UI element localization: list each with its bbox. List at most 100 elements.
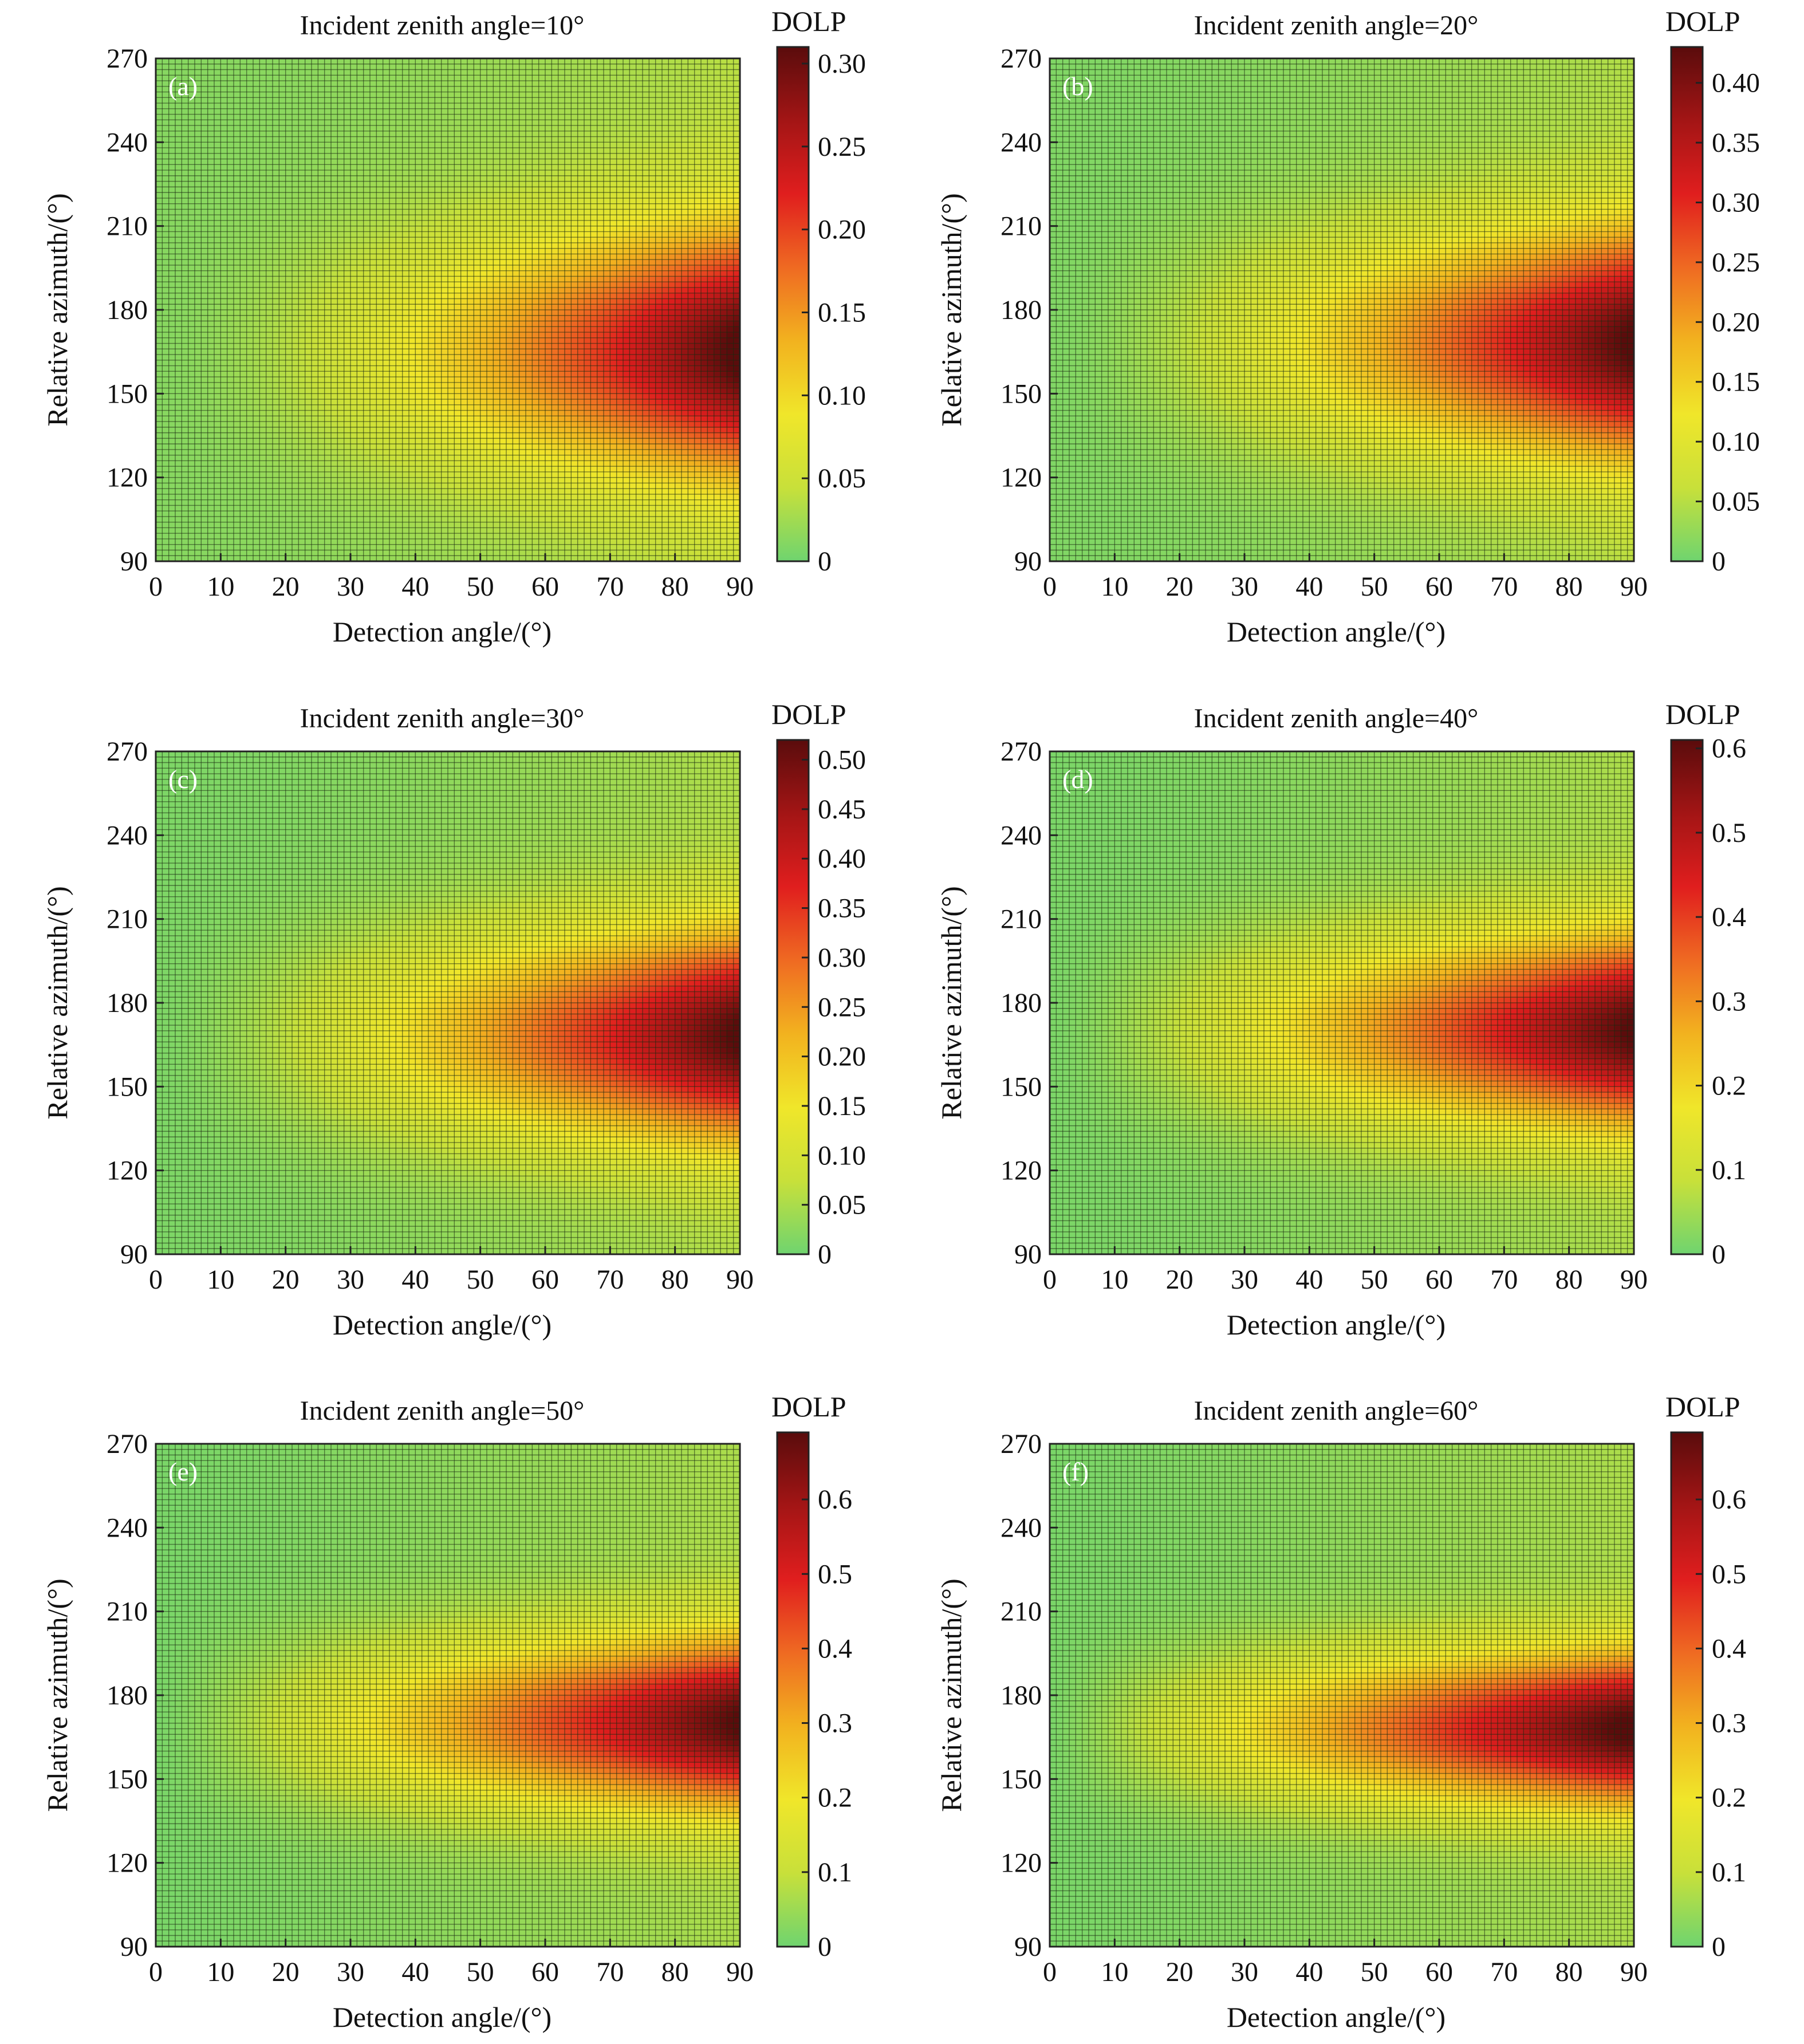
heatmap-cell <box>350 517 357 522</box>
heatmap-cell <box>279 527 286 533</box>
heatmap-cell <box>578 533 585 539</box>
heatmap-cell <box>364 460 371 466</box>
heatmap-cell <box>214 460 221 466</box>
heatmap-cell <box>253 517 260 522</box>
heatmap-cell <box>682 489 688 494</box>
heatmap-cell <box>467 511 474 517</box>
heatmap-cell <box>292 422 299 427</box>
heatmap-cell <box>292 433 299 439</box>
heatmap-cell <box>590 533 597 539</box>
heatmap-cell <box>532 478 539 483</box>
heatmap-cell <box>513 455 519 461</box>
heatmap-cell <box>662 438 669 444</box>
heatmap-cell <box>376 539 383 545</box>
heatmap-cell <box>208 411 215 416</box>
heatmap-cell <box>461 399 468 405</box>
heatmap-cell <box>604 433 610 439</box>
heatmap-cell <box>279 545 286 550</box>
heatmap-cell <box>526 545 533 550</box>
heatmap-cell <box>259 399 266 405</box>
heatmap-cell <box>208 511 215 517</box>
heatmap-cell <box>403 472 409 478</box>
heatmap-cell <box>519 438 526 444</box>
heatmap-cell <box>409 466 416 472</box>
heatmap-cell <box>156 489 163 494</box>
heatmap-cell <box>500 450 507 455</box>
heatmap-cell <box>156 393 163 399</box>
heatmap-cell <box>325 393 332 399</box>
heatmap-cell <box>480 450 487 455</box>
heatmap-cell <box>649 511 656 517</box>
heatmap-cell <box>442 511 448 517</box>
heatmap-cell <box>682 483 688 489</box>
heatmap-cell <box>220 416 227 422</box>
heatmap-cell <box>590 438 597 444</box>
heatmap-cell <box>442 489 448 494</box>
heatmap-cell <box>298 411 305 416</box>
heatmap-cell <box>629 438 636 444</box>
heatmap-cell <box>604 466 610 472</box>
heatmap-cell <box>240 483 247 489</box>
heatmap-cell <box>227 422 234 427</box>
heatmap-cell <box>707 472 714 478</box>
heatmap-cell <box>707 505 714 511</box>
heatmap-cell <box>292 494 299 500</box>
heatmap-cell <box>720 438 727 444</box>
heatmap-cell <box>675 405 682 411</box>
heatmap-cell <box>279 393 286 399</box>
heatmap-cell <box>454 393 461 399</box>
heatmap-cell <box>195 438 202 444</box>
heatmap-cell <box>298 550 305 556</box>
heatmap-cell <box>461 533 468 539</box>
heatmap-cell <box>617 505 624 511</box>
heatmap-cell <box>312 545 318 550</box>
heatmap-cell <box>480 438 487 444</box>
heatmap-cell <box>474 505 480 511</box>
heatmap-cell <box>714 500 721 506</box>
heatmap-cell <box>337 422 344 427</box>
heatmap-cell <box>389 422 396 427</box>
heatmap-cell <box>266 483 273 489</box>
heatmap-cell <box>662 427 669 433</box>
heatmap-cell <box>480 522 487 528</box>
heatmap-cell <box>370 444 377 450</box>
heatmap-cell <box>259 411 266 416</box>
heatmap-cell <box>617 427 624 433</box>
heatmap-cell <box>707 517 714 522</box>
heatmap-cell <box>188 422 195 427</box>
heatmap-cell <box>337 489 344 494</box>
heatmap-cell <box>701 438 708 444</box>
heatmap-cell <box>370 422 377 427</box>
heatmap-cell <box>565 411 572 416</box>
heatmap-cell <box>409 489 416 494</box>
heatmap-cell <box>162 466 169 472</box>
heatmap-cell <box>188 450 195 455</box>
heatmap-cell <box>169 411 176 416</box>
heatmap-cell <box>266 399 273 405</box>
heatmap-cell <box>214 422 221 427</box>
heatmap-cell <box>707 399 714 405</box>
heatmap-cell <box>182 422 188 427</box>
heatmap-cell <box>182 494 188 500</box>
heatmap-cell <box>318 450 325 455</box>
heatmap-cell <box>403 517 409 522</box>
heatmap-cell <box>396 489 403 494</box>
heatmap-cell <box>668 399 675 405</box>
heatmap-cell <box>675 494 682 500</box>
heatmap-cell <box>350 545 357 550</box>
heatmap-cell <box>422 500 429 506</box>
heatmap-cell <box>376 405 383 411</box>
heatmap-cell <box>571 450 578 455</box>
heatmap-cell <box>474 517 480 522</box>
heatmap-cell <box>208 444 215 450</box>
heatmap-cell <box>454 483 461 489</box>
heatmap-cell <box>643 416 649 422</box>
heatmap-cell <box>695 460 702 466</box>
heatmap-cell <box>286 483 293 489</box>
heatmap-cell <box>266 550 273 556</box>
heatmap-cell <box>403 393 409 399</box>
heatmap-cell <box>467 416 474 422</box>
heatmap-cell <box>682 444 688 450</box>
heatmap-cell <box>305 433 312 439</box>
heatmap-cell <box>442 433 448 439</box>
